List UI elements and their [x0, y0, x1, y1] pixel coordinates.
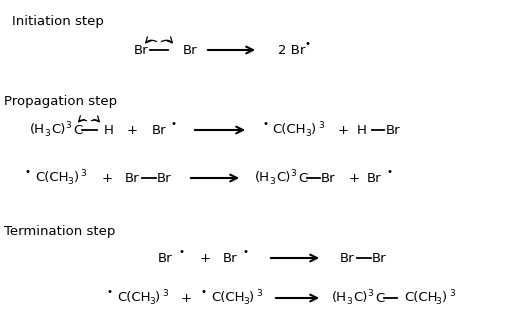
Text: (H: (H [255, 172, 270, 184]
Text: 3: 3 [435, 298, 441, 307]
Text: 3: 3 [65, 122, 71, 130]
Text: +: + [181, 292, 191, 305]
Text: C(CH: C(CH [272, 123, 306, 137]
Text: 3: 3 [367, 290, 373, 299]
Text: +: + [102, 172, 112, 184]
Text: C: C [375, 292, 384, 305]
Text: 3: 3 [305, 130, 311, 138]
Text: H: H [104, 123, 114, 137]
Text: C): C) [51, 123, 65, 137]
Text: ): ) [442, 292, 447, 305]
Text: C): C) [276, 172, 290, 184]
Text: 3: 3 [149, 298, 155, 307]
Text: Br: Br [156, 172, 171, 184]
Text: ): ) [155, 292, 160, 305]
Text: C(CH: C(CH [404, 292, 438, 305]
Text: Propagation step: Propagation step [4, 95, 117, 108]
Text: Initiation step: Initiation step [12, 15, 104, 28]
Text: ): ) [74, 172, 79, 184]
Text: H: H [357, 123, 367, 137]
Text: 3: 3 [318, 122, 324, 130]
Text: 3: 3 [44, 130, 50, 138]
Text: Br: Br [157, 251, 172, 264]
Text: C(CH: C(CH [211, 292, 245, 305]
Text: •: • [386, 167, 392, 177]
Text: 3: 3 [256, 290, 262, 299]
Text: Br: Br [183, 43, 198, 56]
Text: Br: Br [372, 251, 386, 264]
Text: •: • [243, 247, 249, 257]
Text: 3: 3 [290, 169, 296, 179]
Text: C): C) [353, 292, 367, 305]
Text: •: • [178, 247, 184, 257]
Text: •: • [107, 287, 113, 297]
Text: Br: Br [152, 123, 166, 137]
Text: +: + [348, 172, 360, 184]
Text: •: • [25, 167, 31, 177]
Text: 2 Br: 2 Br [278, 43, 305, 56]
Text: 3: 3 [80, 169, 86, 179]
Text: •: • [262, 119, 268, 129]
Text: +: + [338, 123, 348, 137]
Text: 3: 3 [269, 177, 275, 187]
Text: 3: 3 [243, 298, 249, 307]
Text: Br: Br [133, 43, 148, 56]
Text: 3: 3 [67, 177, 73, 187]
Text: •: • [170, 119, 176, 129]
Text: Br: Br [223, 251, 238, 264]
Text: C: C [73, 123, 82, 137]
Text: 3: 3 [346, 298, 352, 307]
Text: Br: Br [386, 123, 400, 137]
Text: Br: Br [321, 172, 336, 184]
Text: ): ) [249, 292, 254, 305]
Text: C(CH: C(CH [117, 292, 150, 305]
Text: Termination step: Termination step [4, 225, 115, 238]
Text: C(CH: C(CH [35, 172, 69, 184]
Text: 3: 3 [449, 290, 455, 299]
Text: (H: (H [30, 123, 45, 137]
Text: •: • [304, 39, 310, 49]
Text: ): ) [311, 123, 316, 137]
Text: Br: Br [125, 172, 140, 184]
Text: +: + [127, 123, 137, 137]
Text: (H: (H [332, 292, 347, 305]
Text: C: C [298, 172, 307, 184]
Text: •: • [201, 287, 207, 297]
Text: +: + [200, 251, 210, 264]
Text: Br: Br [367, 172, 381, 184]
Text: 3: 3 [162, 290, 168, 299]
Text: Br: Br [340, 251, 354, 264]
